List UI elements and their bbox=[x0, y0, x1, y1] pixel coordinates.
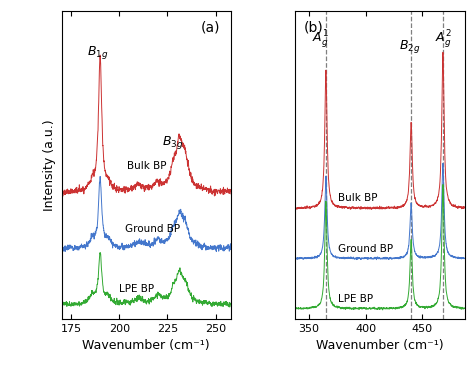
X-axis label: Wavenumber (cm⁻¹): Wavenumber (cm⁻¹) bbox=[316, 339, 444, 352]
Text: $B_{2g}$: $B_{2g}$ bbox=[399, 38, 420, 55]
Text: Ground BP: Ground BP bbox=[338, 244, 393, 254]
Text: Bulk BP: Bulk BP bbox=[127, 161, 166, 171]
Text: Ground BP: Ground BP bbox=[125, 224, 180, 234]
Text: Bulk BP: Bulk BP bbox=[338, 193, 378, 203]
Text: $A_g^1$: $A_g^1$ bbox=[312, 29, 329, 50]
Text: $B_{1g}$: $B_{1g}$ bbox=[87, 44, 108, 61]
Y-axis label: Intensity (a.u.): Intensity (a.u.) bbox=[43, 119, 56, 211]
Text: $A_g^2$: $A_g^2$ bbox=[435, 29, 452, 50]
Text: $B_{3g}$: $B_{3g}$ bbox=[162, 134, 183, 151]
Text: LPE BP: LPE BP bbox=[338, 294, 374, 304]
Text: LPE BP: LPE BP bbox=[119, 284, 155, 294]
Text: (b): (b) bbox=[304, 20, 323, 35]
X-axis label: Wavenumber (cm⁻¹): Wavenumber (cm⁻¹) bbox=[82, 339, 210, 352]
Text: (a): (a) bbox=[201, 20, 221, 35]
